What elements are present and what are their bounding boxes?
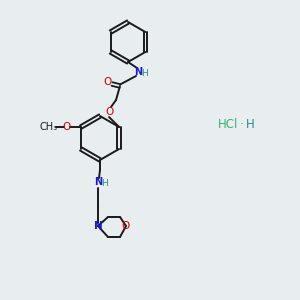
Text: H: H [141, 68, 147, 77]
Text: O: O [122, 221, 130, 231]
Text: HCl: HCl [218, 118, 238, 131]
Text: O: O [63, 122, 71, 132]
Text: O: O [106, 107, 114, 117]
Text: N: N [94, 177, 102, 187]
Text: ·: · [240, 118, 244, 131]
Text: O: O [104, 77, 112, 87]
Text: H: H [246, 118, 255, 131]
Text: N: N [94, 221, 102, 231]
Text: CH₃: CH₃ [40, 122, 58, 132]
Text: N: N [134, 67, 142, 77]
Text: H: H [100, 178, 107, 188]
